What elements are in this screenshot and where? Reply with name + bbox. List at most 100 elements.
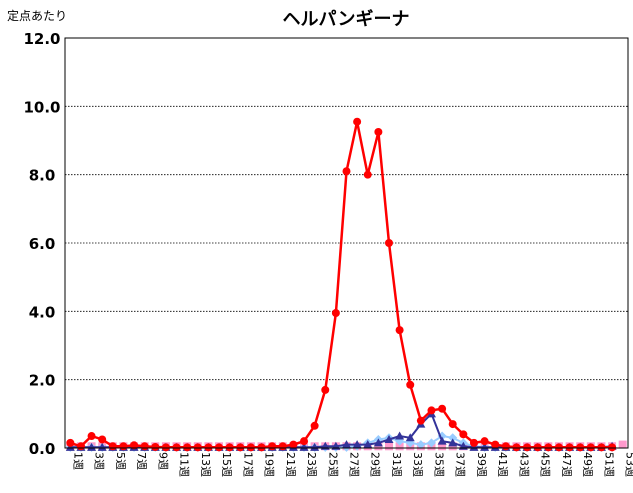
data-point	[469, 438, 478, 447]
data-point	[586, 443, 595, 452]
data-point	[299, 442, 309, 451]
data-point	[405, 433, 415, 442]
data-point	[384, 434, 394, 443]
y-tick-label: 6.0	[29, 235, 56, 253]
data-point	[151, 442, 160, 451]
x-tick-label: 39週	[475, 452, 488, 477]
data-point	[108, 442, 117, 451]
data-point	[353, 117, 362, 126]
x-tick-label: 5週	[114, 452, 127, 470]
data-point	[416, 416, 425, 425]
data-point	[491, 440, 500, 449]
data-point	[384, 239, 393, 247]
data-point	[480, 442, 490, 451]
data-point	[342, 167, 351, 176]
x-tick-label: 3週	[93, 452, 106, 470]
series-group	[65, 117, 627, 452]
data-point	[236, 443, 245, 452]
data-point	[438, 404, 447, 413]
data-point	[342, 440, 351, 449]
x-axis-ticks: 1週 3週 5週 7週 9週 11週 13週 15週 17週 19週 21週 23週 25週 27週 29週…	[71, 452, 633, 477]
x-tick-label: 49週	[581, 452, 594, 477]
data-point	[373, 438, 383, 447]
data-point	[119, 442, 128, 451]
y-tick-label: 12.0	[23, 30, 60, 48]
data-point	[268, 442, 277, 451]
data-point	[459, 430, 468, 439]
data-point	[246, 443, 255, 452]
data-point	[426, 438, 436, 448]
x-tick-label: 11週	[178, 452, 191, 477]
data-point	[384, 442, 393, 451]
data-point	[300, 437, 309, 446]
y-tick-label: 2.0	[29, 372, 56, 390]
data-point	[395, 431, 405, 440]
data-point	[576, 443, 585, 452]
data-point	[448, 433, 458, 443]
x-tick-label: 21週	[284, 452, 297, 477]
data-point	[140, 442, 149, 451]
series-0	[66, 117, 617, 452]
x-tick-label: 33週	[411, 452, 424, 477]
x-tick-label: 37週	[454, 452, 467, 477]
data-point	[257, 443, 266, 452]
data-point	[331, 309, 340, 318]
data-point	[172, 443, 181, 452]
y-axis-unit-label: 定点あたり	[7, 8, 67, 23]
data-point	[512, 443, 521, 452]
data-point	[97, 442, 107, 451]
y-tick-label: 8.0	[29, 167, 56, 185]
data-point	[437, 436, 447, 445]
data-point	[289, 440, 298, 449]
x-tick-label: 35週	[432, 452, 445, 477]
data-point	[533, 443, 542, 452]
series-line	[69, 121, 613, 449]
data-point	[395, 442, 404, 451]
data-point	[523, 443, 532, 452]
x-tick-label: 27週	[348, 452, 361, 477]
data-point	[215, 443, 224, 452]
chart-title: ヘルパンギーナ	[283, 9, 410, 30]
y-tick-label: 4.0	[29, 303, 56, 321]
data-point	[352, 440, 362, 449]
data-point	[554, 443, 563, 452]
data-point	[87, 442, 97, 451]
data-point	[597, 443, 606, 452]
x-tick-label: 19週	[263, 452, 276, 477]
x-tick-label: 43週	[517, 452, 530, 477]
data-point	[374, 127, 383, 136]
y-axis-ticks: 0.0 2.0 4.0 6.0 8.0 10.0 12.0	[23, 30, 60, 458]
data-point	[225, 443, 234, 452]
y-tick-label: 10.0	[23, 98, 60, 116]
data-point	[66, 438, 75, 447]
y-tick-label: 0.0	[29, 440, 56, 458]
data-point	[193, 443, 202, 452]
x-tick-label: 25週	[326, 452, 339, 477]
series-line	[70, 412, 613, 449]
data-point	[363, 170, 372, 179]
x-tick-label: 9週	[156, 452, 169, 470]
data-point	[406, 380, 415, 389]
x-tick-label: 45週	[539, 452, 552, 477]
data-point	[363, 440, 373, 449]
data-point	[480, 437, 489, 446]
data-point	[427, 406, 436, 415]
data-point	[416, 440, 426, 450]
x-tick-label: 13週	[199, 452, 212, 477]
data-point	[544, 443, 553, 452]
x-tick-label: 31週	[390, 452, 403, 477]
data-point	[608, 443, 617, 452]
x-tick-label: 7週	[135, 452, 148, 470]
data-point	[87, 432, 96, 441]
data-point	[395, 326, 404, 335]
data-point	[183, 443, 192, 452]
x-tick-label: 41週	[496, 452, 509, 477]
data-point	[501, 442, 510, 451]
x-tick-label: 23週	[305, 452, 318, 477]
x-tick-label: 1週	[71, 452, 84, 470]
data-point	[448, 438, 458, 447]
x-tick-label: 47週	[560, 452, 573, 477]
data-point	[76, 442, 85, 451]
data-point	[618, 440, 627, 449]
